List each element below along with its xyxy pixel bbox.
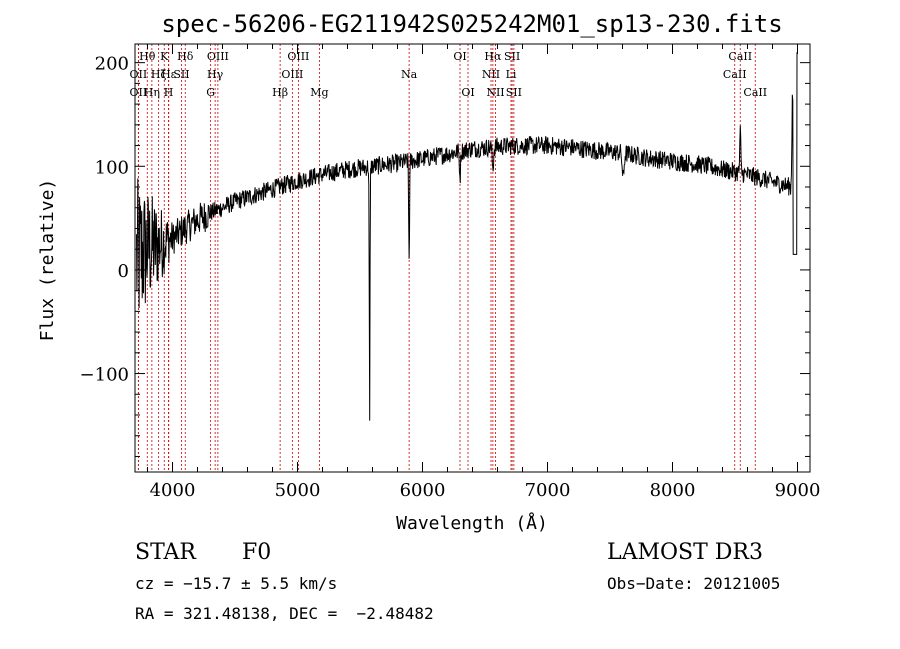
spectral-line-label: OIII [287, 50, 309, 63]
x-tick-label: 9000 [775, 480, 821, 501]
spectral-line-label: OI [461, 86, 474, 99]
survey-name: LAMOST DR3 [607, 540, 763, 565]
object-subclass: F0 [242, 540, 272, 565]
coordinates-readout: RA = 321.48138, DEC = −2.48482 [135, 604, 434, 623]
y-tick-label: 100 [95, 157, 129, 178]
spectral-line-label: H [164, 86, 174, 99]
spectral-line-label: CaII [728, 50, 752, 63]
observation-date: Obs−Date: 20121005 [607, 574, 781, 593]
x-axis-ticks: 4000 5000 6000 7000 8000 9000 [147, 44, 821, 501]
spectral-line-label: SII [504, 50, 520, 63]
spectral-line-label: Hα [484, 50, 502, 63]
object-class: STAR [135, 540, 196, 565]
spectral-line-label: OI [453, 50, 466, 63]
y-tick-label: 0 [118, 261, 129, 282]
flux-series-line [136, 52, 798, 421]
chart-title: spec-56206-EG211942S025242M01_sp13-230.f… [161, 10, 782, 38]
y-tick-label: 200 [95, 54, 129, 75]
spectral-line-label: Hζ [151, 68, 167, 81]
x-tick-label: 7000 [525, 480, 571, 501]
spectral-line-label: Hδ [177, 50, 194, 63]
plot-axes [134, 43, 811, 473]
spectral-line-label: Hη [144, 86, 160, 99]
spectral-line-label: Hθ [139, 50, 156, 63]
spectral-line-label: Hβ [272, 86, 288, 99]
y-axis-ticks: −100 0 100 200 [80, 54, 810, 457]
spectral-line-label: CaII [743, 86, 767, 99]
x-tick-label: 5000 [275, 480, 321, 501]
spectral-line-label: Hε [161, 68, 177, 81]
redshift-readout: cz = −15.7 ± 5.5 km/s [135, 574, 338, 593]
spectral-line-label: NII [482, 68, 500, 81]
spectral-line-label: OII [130, 68, 148, 81]
spectral-line-label: SII [506, 86, 522, 99]
spectral-line-label: Hγ [207, 68, 224, 81]
x-tick-label: 6000 [400, 480, 446, 501]
spectral-line-label: Li [506, 68, 517, 81]
plot-frame [134, 43, 811, 473]
x-tick-label: 4000 [150, 480, 196, 501]
spectral-line-label: SII [173, 68, 189, 81]
spectral-line-label: Mg [310, 86, 328, 99]
spectral-line-label: K [160, 50, 169, 63]
spectral-line-label: OIII [207, 50, 229, 63]
spectral-line-label: OIII [281, 68, 303, 81]
y-axis-label: Flux (relative) [37, 179, 58, 342]
spectral-line-label: Na [401, 68, 418, 81]
spectral-line-label: G [206, 86, 215, 99]
spectral-line-markers [137, 44, 756, 472]
spectral-line-label: NII [486, 86, 504, 99]
x-tick-label: 8000 [650, 480, 696, 501]
y-tick-label: −100 [80, 365, 129, 386]
spectral-line-label: CaII [723, 68, 747, 81]
x-axis-label: Wavelength (Å) [396, 512, 548, 534]
spectral-line-label: OII [130, 86, 148, 99]
